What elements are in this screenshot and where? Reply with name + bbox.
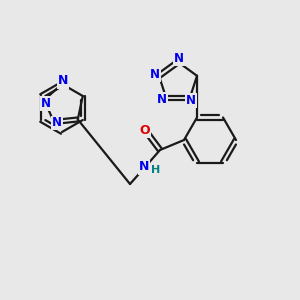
Text: N: N	[58, 74, 68, 88]
Text: N: N	[174, 52, 184, 65]
Text: N: N	[150, 68, 160, 81]
Text: H: H	[152, 165, 160, 175]
Text: O: O	[140, 124, 150, 136]
Text: N: N	[41, 97, 51, 110]
Text: N: N	[157, 93, 167, 106]
Text: N: N	[186, 94, 196, 107]
Text: N: N	[52, 116, 62, 130]
Text: N: N	[139, 160, 149, 173]
